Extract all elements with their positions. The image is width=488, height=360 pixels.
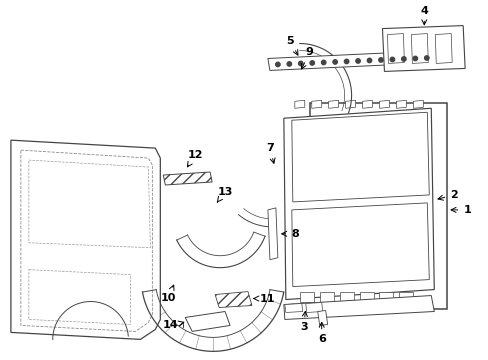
Polygon shape — [267, 208, 277, 260]
Text: 6: 6 — [317, 322, 325, 345]
Polygon shape — [319, 292, 333, 302]
Polygon shape — [412, 100, 423, 108]
Circle shape — [355, 59, 360, 63]
Polygon shape — [163, 172, 212, 185]
Text: 3: 3 — [299, 311, 307, 332]
Polygon shape — [294, 100, 304, 108]
Circle shape — [286, 62, 291, 66]
Polygon shape — [185, 311, 229, 332]
Polygon shape — [317, 310, 327, 325]
Text: 12: 12 — [187, 150, 203, 167]
Polygon shape — [339, 292, 353, 302]
Circle shape — [366, 58, 371, 63]
Circle shape — [389, 57, 394, 62]
Polygon shape — [386, 33, 404, 63]
Polygon shape — [299, 292, 313, 302]
Polygon shape — [283, 108, 433, 300]
Text: 10: 10 — [160, 285, 176, 302]
Text: 13: 13 — [217, 187, 232, 202]
Polygon shape — [285, 303, 302, 312]
Polygon shape — [305, 302, 322, 312]
Polygon shape — [379, 292, 393, 302]
Text: 1: 1 — [450, 205, 470, 215]
Polygon shape — [410, 33, 427, 63]
Text: 7: 7 — [265, 143, 274, 163]
Polygon shape — [379, 100, 388, 108]
Polygon shape — [359, 292, 373, 302]
Text: 9: 9 — [301, 48, 313, 69]
Polygon shape — [396, 100, 406, 108]
Polygon shape — [309, 103, 447, 310]
Polygon shape — [434, 33, 451, 63]
Polygon shape — [382, 26, 464, 71]
Polygon shape — [11, 140, 160, 339]
Circle shape — [298, 61, 303, 66]
Polygon shape — [291, 203, 428, 287]
Text: 4: 4 — [420, 6, 427, 25]
Text: 14: 14 — [162, 320, 183, 330]
Polygon shape — [267, 50, 440, 71]
Circle shape — [424, 56, 428, 60]
Circle shape — [412, 56, 417, 61]
Circle shape — [321, 60, 325, 65]
Text: 11: 11 — [253, 293, 275, 303]
Text: 2: 2 — [437, 190, 457, 200]
Circle shape — [332, 60, 337, 64]
Polygon shape — [311, 100, 321, 108]
Circle shape — [275, 62, 280, 67]
Polygon shape — [362, 100, 372, 108]
Circle shape — [309, 61, 314, 65]
Text: 5: 5 — [285, 36, 297, 55]
Polygon shape — [328, 100, 338, 108]
Polygon shape — [399, 292, 412, 302]
Polygon shape — [291, 112, 428, 202]
Circle shape — [378, 58, 383, 62]
Text: 8: 8 — [281, 229, 298, 239]
Polygon shape — [215, 292, 251, 307]
Circle shape — [344, 59, 348, 64]
Polygon shape — [345, 100, 355, 108]
Polygon shape — [283, 296, 433, 319]
Circle shape — [401, 57, 405, 61]
